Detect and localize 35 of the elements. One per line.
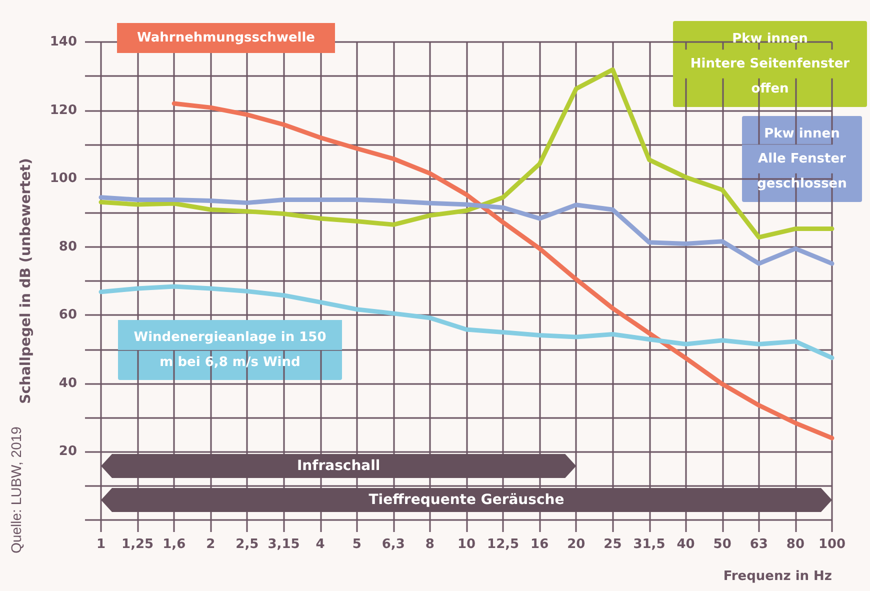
y-tick-label: 140 <box>50 34 77 50</box>
x-tick-label: 2 <box>206 537 216 552</box>
y-tick-label: 20 <box>58 444 77 460</box>
x-tick-label: 25 <box>604 537 622 552</box>
x-tick-label: 5 <box>352 537 362 552</box>
x-tick-label: 1,6 <box>162 537 186 552</box>
y-tick-label: 120 <box>50 102 77 118</box>
line-series <box>98 195 834 266</box>
x-tick-label: 8 <box>425 537 434 552</box>
x-tick-label: 63 <box>750 537 768 552</box>
y-axis-title: Schallpegel in dB (unbewertet) <box>18 158 34 404</box>
x-tick-label: 16 <box>530 537 549 552</box>
x-axis-title: Frequenz in Hz <box>723 569 832 584</box>
y-tick-label: 40 <box>58 376 77 391</box>
x-tick-label: 10 <box>457 537 476 552</box>
x-tick-label: 2,5 <box>236 537 259 552</box>
x-tick-label: 50 <box>713 537 732 552</box>
band-label: Infraschall <box>296 458 380 474</box>
source-note: Quelle: LUBW, 2019 <box>8 426 24 554</box>
y-tick-label: 100 <box>50 171 77 186</box>
band-label: Tieffrequente Geräusche <box>368 492 564 508</box>
x-tick-label: 12,5 <box>487 537 520 552</box>
y-tick-label: 80 <box>58 239 77 254</box>
x-tick-label: 4 <box>316 537 325 552</box>
x-tick-label: 1 <box>96 537 106 552</box>
x-tick-label: 6,3 <box>382 537 405 552</box>
x-tick-label: 40 <box>676 537 695 552</box>
text: Wahrnehmungsschwelle <box>137 30 316 46</box>
x-tick-label: 80 <box>786 537 804 552</box>
x-tick-label: 31,5 <box>633 537 666 552</box>
x-tick-label: 100 <box>818 537 846 552</box>
x-tick-label: 1,25 <box>122 537 154 552</box>
x-tick-label: 20 <box>567 537 586 552</box>
y-tick-label: 60 <box>58 308 77 323</box>
x-tick-label: 3,15 <box>268 537 300 552</box>
